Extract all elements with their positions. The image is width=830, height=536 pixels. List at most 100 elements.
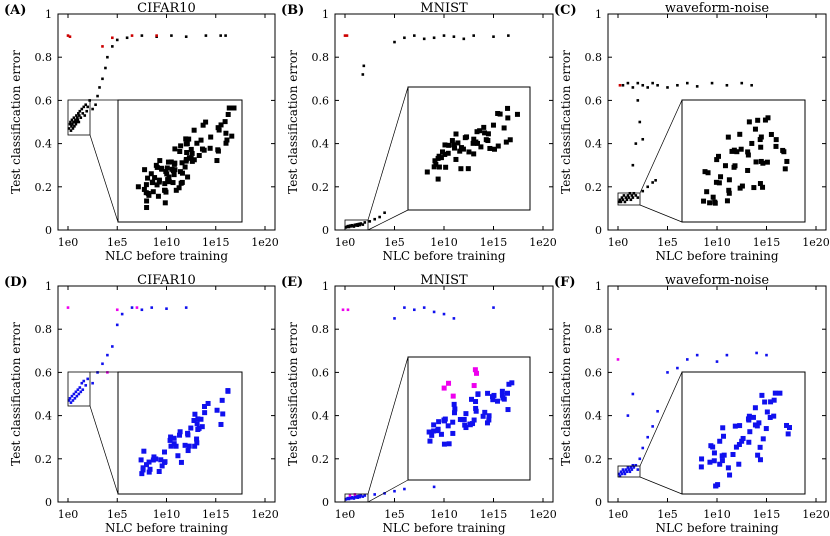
x-axis-label: NLC before training bbox=[105, 249, 228, 263]
inset-data-point bbox=[745, 167, 751, 173]
x-tick-label: 1e15 bbox=[202, 508, 230, 521]
data-point bbox=[442, 312, 446, 316]
inset-data-point bbox=[767, 414, 773, 420]
inset-data-point bbox=[720, 433, 726, 439]
inset-data-point bbox=[445, 423, 451, 429]
inset-data-point bbox=[471, 151, 477, 157]
inset-data-point bbox=[507, 137, 513, 143]
inset-data-point bbox=[751, 185, 757, 191]
data-point bbox=[617, 472, 621, 476]
x-tick-label: 1e20 bbox=[529, 508, 557, 521]
zoom-region bbox=[344, 219, 369, 231]
inset-data-point bbox=[698, 464, 704, 470]
panel-title: MNIST bbox=[420, 1, 468, 16]
inset-data-point bbox=[757, 137, 763, 143]
inset-data-point bbox=[732, 163, 738, 169]
x-tick-label: 1e15 bbox=[753, 236, 781, 249]
data-point bbox=[83, 114, 87, 117]
inset-data-point bbox=[786, 425, 792, 431]
data-point bbox=[715, 360, 719, 363]
data-point bbox=[120, 312, 124, 316]
data-point bbox=[155, 34, 158, 37]
x-tick-label: 1e15 bbox=[202, 236, 230, 249]
data-point bbox=[106, 353, 109, 357]
inset-data-point bbox=[474, 140, 480, 146]
inset-data-point bbox=[485, 390, 491, 396]
inset-data-point bbox=[220, 411, 226, 417]
data-point bbox=[135, 306, 139, 309]
data-point bbox=[345, 34, 349, 37]
data-point bbox=[618, 198, 622, 202]
data-point bbox=[624, 196, 628, 199]
inset-data-point bbox=[188, 155, 194, 161]
inset-data-point bbox=[173, 187, 179, 193]
x-tick-label: 1e10 bbox=[703, 508, 731, 521]
data-point bbox=[68, 35, 72, 38]
inset-data-point bbox=[450, 419, 456, 425]
y-tick-label: 0.6 bbox=[312, 366, 330, 379]
inset-data-point bbox=[195, 427, 201, 433]
inset-data-point bbox=[153, 456, 159, 462]
data-point bbox=[356, 496, 360, 499]
inset-data-point bbox=[218, 122, 224, 128]
data-point bbox=[492, 306, 495, 309]
inset-data-point bbox=[189, 150, 195, 156]
inset-data-point bbox=[486, 417, 492, 423]
zoom-connector bbox=[639, 99, 683, 194]
data-point bbox=[638, 120, 642, 124]
inset-data-point bbox=[154, 182, 160, 188]
data-point bbox=[636, 468, 640, 471]
data-point bbox=[91, 107, 94, 111]
inset-data-point bbox=[208, 134, 214, 140]
panel-A: (A) CIFAR10 0 0.2 0.4 0.6 0.8 1 1e0 1e5 1e10 1e15 1e… bbox=[4, 1, 279, 263]
panel-E: (E) MNIST 0 0.2 0.4 0.6 0.8 1 1e0 1e5 1e10 1e15 1e20… bbox=[281, 273, 557, 535]
y-axis-label: Test classification error bbox=[559, 322, 573, 466]
x-tick-label: 1e0 bbox=[58, 508, 79, 521]
inset-data-point bbox=[752, 126, 758, 132]
inset-data-point bbox=[710, 444, 716, 450]
inset-data-point bbox=[426, 429, 432, 435]
data-point bbox=[84, 384, 88, 387]
inset-data-point bbox=[162, 459, 168, 465]
data-point bbox=[651, 81, 654, 85]
inset-data-point bbox=[177, 429, 183, 435]
data-point bbox=[111, 36, 114, 40]
zoom-connector bbox=[367, 356, 409, 495]
inset-data-point bbox=[192, 411, 198, 417]
inset-data-point bbox=[509, 380, 515, 386]
inset-data-point bbox=[159, 463, 165, 469]
data-point bbox=[622, 470, 626, 474]
zoom-region bbox=[617, 465, 641, 478]
inset-data-point bbox=[196, 152, 202, 158]
data-point bbox=[617, 200, 621, 204]
data-point bbox=[472, 34, 475, 37]
inset-data-point bbox=[438, 431, 444, 437]
inset-data-point bbox=[216, 127, 222, 133]
inset-data-point bbox=[198, 416, 204, 422]
zoom-connector bbox=[89, 134, 119, 223]
inset-data-point bbox=[765, 115, 771, 121]
data-point bbox=[618, 474, 622, 478]
data-point bbox=[634, 194, 638, 197]
inset-data-point bbox=[514, 111, 520, 117]
inset-data-point bbox=[701, 198, 707, 204]
inset-data-point bbox=[768, 131, 774, 137]
inset-data-point bbox=[492, 146, 498, 152]
y-tick-label: 0.4 bbox=[35, 410, 53, 423]
inset-data-point bbox=[704, 189, 710, 195]
inset-data-point bbox=[170, 180, 176, 186]
data-point bbox=[101, 45, 104, 48]
data-point bbox=[676, 366, 679, 370]
inset-data-point bbox=[458, 166, 464, 172]
inset-data-point bbox=[757, 457, 763, 463]
data-point bbox=[165, 307, 168, 310]
x-tick-label: 1e20 bbox=[802, 508, 830, 521]
inset-data-point bbox=[471, 383, 477, 389]
inset-data-point bbox=[173, 443, 179, 449]
data-point bbox=[740, 81, 744, 85]
data-point bbox=[67, 399, 71, 402]
data-point bbox=[184, 35, 188, 38]
data-point bbox=[80, 381, 84, 385]
x-tick-label: 1e15 bbox=[480, 236, 508, 249]
